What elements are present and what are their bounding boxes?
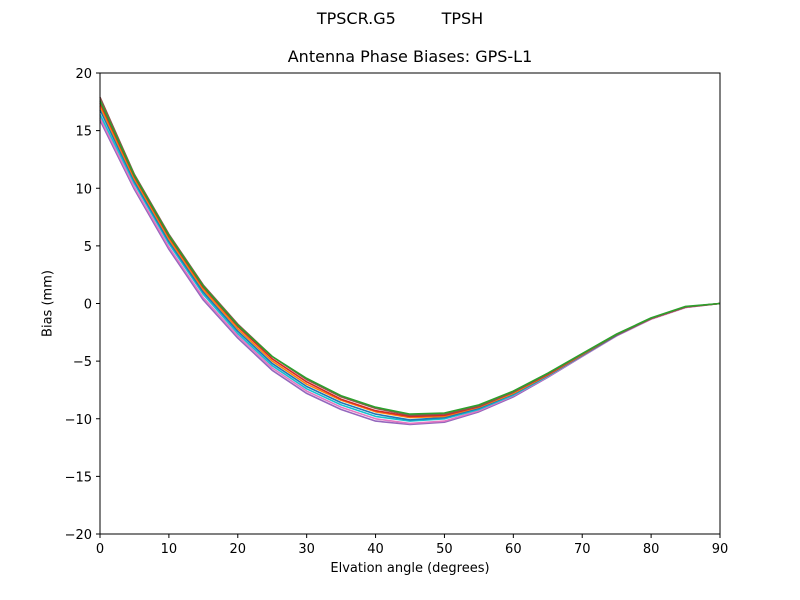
x-tick-label: 70	[574, 542, 591, 557]
y-tick-label: −10	[65, 413, 92, 428]
x-axis-label: Elvation angle (degrees)	[330, 561, 490, 576]
series-line-curve-4	[99, 109, 721, 421]
x-tick-label: 0	[96, 542, 104, 557]
series-line-curve-7	[99, 96, 721, 417]
figure-suptitle: TPSCR.G5 TPSH	[316, 9, 484, 28]
series-line-curve-3	[99, 114, 721, 422]
y-tick-label: 15	[75, 125, 92, 140]
x-tick-label: 60	[505, 542, 522, 557]
y-tick-label: −20	[65, 528, 92, 543]
y-tick-label: −5	[73, 355, 92, 370]
y-tick-label: 20	[75, 67, 92, 82]
axes-frame	[99, 72, 721, 535]
x-tick-label: 50	[436, 542, 453, 557]
x-tick-label: 40	[367, 542, 384, 557]
y-tick-label: 5	[84, 240, 92, 255]
x-axis-ticks: 0 10 20 30 40 50 60 70 80 90	[96, 534, 728, 557]
series-line-curve-6	[99, 102, 721, 418]
y-axis-label: Bias (mm)	[40, 270, 56, 337]
x-tick-label: 90	[712, 542, 729, 557]
x-tick-label: 80	[643, 542, 660, 557]
series-line-curve-8	[99, 100, 721, 415]
x-tick-label: 30	[298, 542, 315, 557]
series-line-curve-5	[99, 106, 721, 419]
y-tick-label: 10	[75, 182, 92, 197]
chart-title: Antenna Phase Biases: GPS-L1	[287, 47, 533, 66]
x-tick-label: 20	[230, 542, 247, 557]
y-axis-ticks: −20 −15 −10 −5 0 5 10 15 20	[65, 67, 100, 543]
y-tick-label: −15	[65, 470, 92, 485]
x-tick-label: 10	[161, 542, 178, 557]
data-lines	[99, 96, 721, 426]
y-tick-label: 0	[84, 298, 92, 313]
